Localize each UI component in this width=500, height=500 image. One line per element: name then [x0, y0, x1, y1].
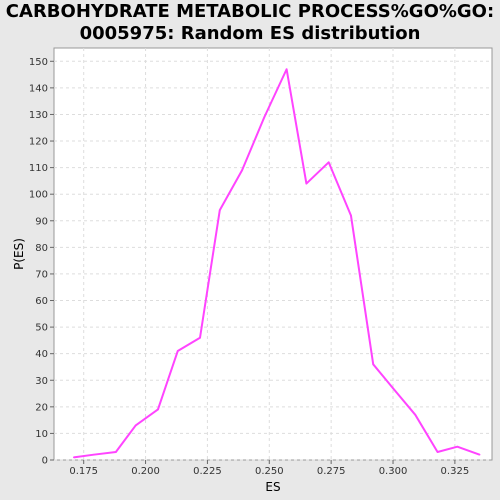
y-tick-label: 40 [35, 349, 48, 360]
chart-title-line-1: CARBOHYDRATE METABOLIC PROCESS%GO%GO: [5, 1, 495, 22]
data-point [327, 161, 330, 164]
data-point [241, 169, 243, 172]
data-point [115, 451, 117, 453]
y-axis-label: P(ES) [12, 238, 26, 270]
data-point [92, 453, 95, 456]
x-tick-label: 0.250 [255, 466, 284, 477]
data-point [372, 363, 375, 366]
y-tick-label: 60 [35, 296, 48, 307]
y-tick-label: 120 [29, 137, 48, 148]
data-point [176, 350, 179, 352]
y-tick-label: 110 [29, 163, 48, 174]
axes: 0 10 20 30 40 50 60 70 80 90 100 110 120 130 140 150 0.1… [29, 57, 469, 477]
x-tick-label: 0.300 [379, 466, 408, 477]
series-layer [72, 68, 481, 459]
data-point [285, 68, 288, 71]
y-tick-label: 130 [29, 110, 48, 121]
chart-title-line-2: 0005975: Random ES distribution [79, 23, 421, 44]
data-point [414, 414, 417, 416]
data-point [456, 445, 459, 448]
x-axis-label: ES [265, 480, 280, 494]
x-tick-label: 0.225 [193, 466, 222, 477]
data-point [218, 209, 221, 211]
x-tick-label: 0.325 [441, 466, 470, 477]
y-tick-label: 100 [29, 190, 48, 201]
data-point [263, 116, 266, 118]
series-line-0 [73, 68, 480, 459]
y-tick-label: 30 [35, 376, 48, 387]
plot-area [53, 47, 493, 461]
x-tick-label: 0.275 [317, 466, 346, 477]
data-point [392, 387, 394, 390]
data-point [199, 336, 201, 339]
data-point [72, 456, 75, 459]
y-tick-label: 90 [35, 216, 48, 227]
y-tick-label: 50 [35, 323, 48, 334]
data-point [305, 182, 308, 185]
y-tick-label: 20 [35, 402, 48, 413]
y-tick-label: 70 [35, 269, 48, 280]
data-point [134, 424, 137, 427]
y-tick-label: 80 [35, 243, 48, 254]
data-point [350, 214, 352, 217]
y-tick-label: 150 [29, 57, 48, 68]
data-point [157, 408, 159, 411]
grid-lines [54, 48, 492, 461]
data-point [436, 451, 439, 453]
y-tick-label: 140 [29, 83, 48, 94]
x-tick-label: 0.175 [69, 466, 98, 477]
x-tick-label: 0.200 [131, 466, 160, 477]
data-point [478, 453, 481, 456]
y-tick-label: 10 [35, 429, 48, 440]
y-tick-label: 0 [42, 456, 48, 467]
